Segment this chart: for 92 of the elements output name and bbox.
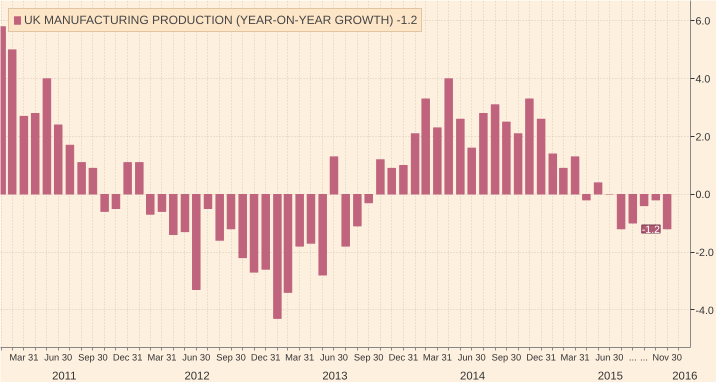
- bar: [502, 122, 511, 195]
- bar: [180, 194, 190, 232]
- annotation: -1.2: [642, 224, 660, 236]
- text: 2015: [598, 370, 623, 382]
- bar: [616, 194, 626, 230]
- bar: [306, 194, 316, 244]
- bar: [514, 133, 522, 195]
- bar: [123, 162, 132, 195]
- bar: [42, 78, 52, 195]
- bar: [410, 133, 420, 195]
- x-tick-label: Jun 30: [182, 352, 210, 362]
- bar: [77, 162, 86, 195]
- x-tick-label: Mar 31: [147, 352, 176, 362]
- x-tick-label: Mar 31: [285, 352, 314, 362]
- bar: [135, 162, 144, 195]
- y-tick-label: 6.0: [696, 16, 710, 28]
- x-tick-label: Mar 31: [422, 352, 452, 362]
- x-tick-label: Sep 30: [216, 352, 246, 362]
- x-tick-label: ...: [640, 352, 648, 362]
- bar: [30, 112, 40, 195]
- text: 2014: [460, 370, 486, 382]
- bar: [421, 98, 430, 195]
- bar: [467, 148, 476, 195]
- bar: [433, 127, 442, 195]
- bar: [628, 194, 638, 224]
- bar: [330, 156, 338, 195]
- bar: [444, 78, 453, 195]
- x-tick-label: Dec 31: [250, 352, 280, 362]
- bar: [490, 104, 500, 195]
- y-tick-label: 2.0: [696, 131, 710, 144]
- x-tick-label: Sep 30: [354, 352, 384, 362]
- bar: [146, 194, 155, 215]
- bar: [387, 168, 396, 195]
- bar: [559, 168, 568, 195]
- bar: [318, 194, 327, 276]
- bar: [54, 124, 62, 195]
- x-tick-label: Jun 30: [458, 352, 486, 362]
- text: 2016: [672, 370, 698, 382]
- x-tick-label: Jun 30: [320, 352, 348, 362]
- bar: [456, 118, 465, 195]
- bar: [20, 116, 28, 195]
- text: 2011: [52, 370, 76, 382]
- x-tick-label: Sep 30: [492, 352, 522, 362]
- bar: [548, 153, 558, 195]
- bar: [226, 194, 236, 230]
- bar: [582, 194, 591, 200]
- y-tick-label: 4.0: [696, 74, 710, 86]
- y-tick-label: 0.0: [696, 189, 710, 202]
- bar: [353, 194, 362, 226]
- y-tick-label: -2.0: [696, 247, 714, 260]
- bar: [376, 159, 385, 195]
- x-tick-label: Nov 30: [652, 352, 682, 362]
- bar: [261, 194, 270, 270]
- bar: [479, 112, 488, 195]
- bar: [284, 194, 292, 293]
- bar: [525, 98, 534, 195]
- x-tick-label: Jun 30: [44, 352, 72, 362]
- bar: [399, 165, 408, 195]
- bar: [341, 194, 350, 247]
- x-tick-label: Mar 31: [560, 352, 590, 362]
- bar: [192, 194, 201, 290]
- x-tick-label: Mar 31: [9, 352, 38, 362]
- bar: [158, 194, 166, 212]
- x-tick-label: Sep 30: [78, 352, 108, 362]
- bar: [652, 194, 660, 200]
- bar: [66, 144, 74, 195]
- bar: [536, 118, 546, 195]
- x-tick-label: Dec 31: [526, 352, 556, 362]
- bar: [238, 194, 247, 258]
- bar: [640, 194, 648, 206]
- bar: [88, 168, 98, 195]
- bar: [364, 194, 373, 204]
- bar: [570, 156, 580, 195]
- x-tick-label: Dec 31: [388, 352, 418, 362]
- bar: [273, 194, 282, 319]
- x-tick-label: Jun 30: [595, 352, 624, 362]
- bar: [594, 182, 602, 195]
- bar: [295, 194, 304, 247]
- legend-label: UK MANUFACTURING PRODUCTION (YEAR-ON-YEAR GROWTH) -1.2: [24, 13, 418, 27]
- bar: [100, 194, 109, 212]
- y-tick-label: -4.0: [696, 304, 714, 317]
- bar: [215, 194, 224, 241]
- x-tick-label: ...: [628, 352, 637, 362]
- bar: [204, 194, 212, 209]
- bar: [662, 194, 672, 230]
- text: 2013: [322, 370, 348, 382]
- bar: [8, 49, 16, 195]
- bar: [250, 194, 258, 273]
- bar: [112, 194, 120, 209]
- text: 2012: [184, 370, 210, 382]
- bar: [169, 194, 178, 236]
- x-tick-label: Dec 31: [112, 352, 142, 362]
